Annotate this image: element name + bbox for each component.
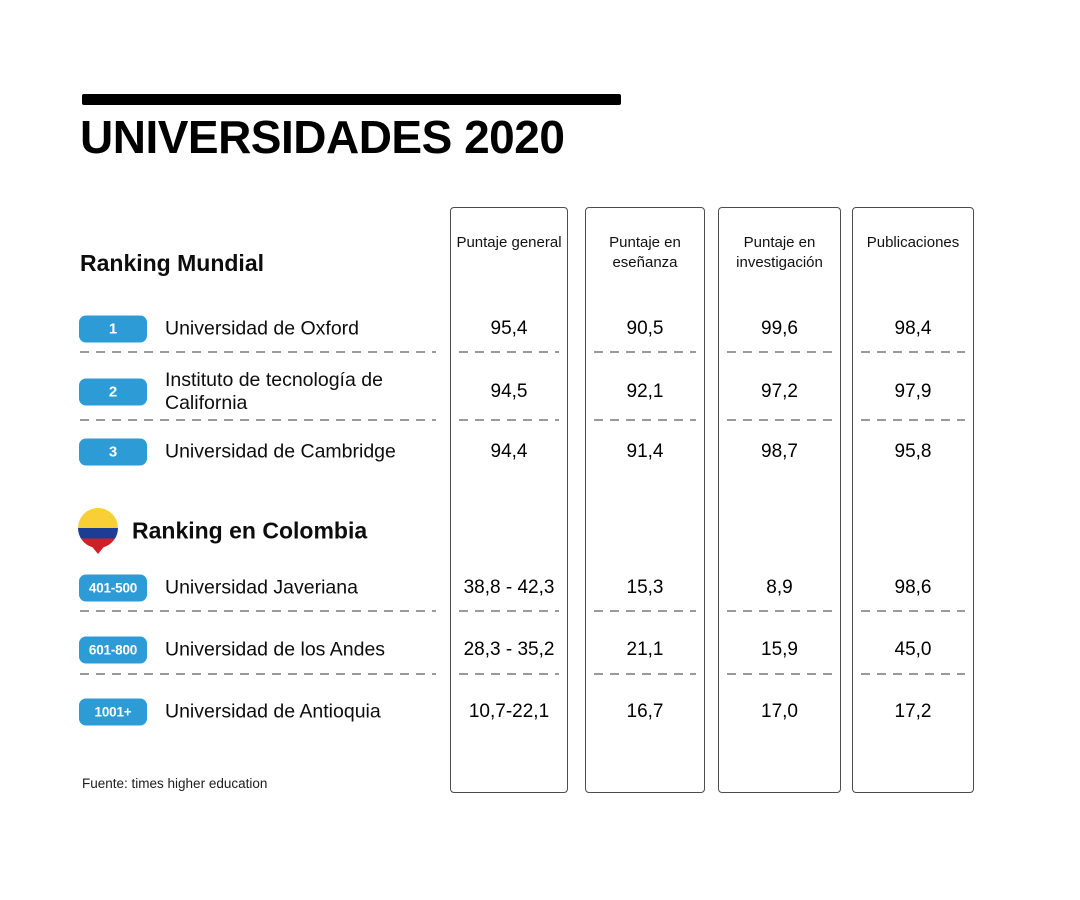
value-cell: 17,2 (894, 701, 932, 722)
source-note: Fuente: times higher education (82, 776, 268, 791)
row-separator (861, 419, 965, 421)
section-label-ranking-mundial: Ranking Mundial (80, 250, 264, 276)
value-cell: 99,6 (761, 318, 798, 339)
value-cell: 21,1 (626, 639, 664, 660)
table-row-javeriana: 401-500 Universidad Javeriana 38,8 - 42,… (0, 560, 1080, 616)
row-separator (594, 673, 696, 675)
column-box-puntaje-investigacion: Puntaje en investigación (718, 207, 841, 793)
university-name: Instituto de tecnología de California (165, 369, 383, 414)
university-name: Universidad de Antioquia (165, 700, 381, 723)
university-name: Universidad de Oxford (165, 317, 360, 340)
value-cell: 15,9 (761, 639, 798, 660)
row-separator (594, 351, 696, 353)
row-separator (80, 610, 436, 612)
page-title: UNIVERSIDADES 2020 (80, 111, 565, 163)
value-cell: 16,7 (626, 701, 664, 722)
row-separator (727, 351, 832, 353)
row-separator (80, 351, 436, 353)
value-cell: 98,6 (894, 577, 932, 598)
value-cell: 97,2 (761, 381, 798, 402)
column-box-puntaje-ensenanza: Puntaje en eseñanza (585, 207, 705, 793)
row-separator (459, 351, 559, 353)
value-cell: 98,4 (894, 318, 932, 339)
row-separator (861, 610, 965, 612)
column-header: Puntaje en investigación (736, 234, 823, 272)
colombia-flag-icon (78, 508, 118, 554)
column-box-publicaciones: Publicaciones (852, 207, 974, 793)
row-separator (459, 610, 559, 612)
row-separator (727, 673, 832, 675)
value-cell: 92,1 (626, 381, 664, 402)
value-cell: 94,5 (490, 381, 528, 402)
table-row-oxford: 1 Universidad de Oxford 95,4 90,5 99,6 9… (0, 301, 1080, 357)
row-separator (861, 351, 965, 353)
row-separator (594, 419, 696, 421)
rank-badge: 1 (79, 315, 147, 343)
value-cell: 98,7 (761, 441, 798, 462)
rank-badge: 3 (79, 438, 147, 466)
section-ranking-colombia: Ranking en Colombia (0, 503, 1080, 559)
column-box-puntaje-general: Puntaje general (450, 207, 568, 793)
rank-badge: 401-500 (79, 574, 147, 602)
value-cell: 38,8 - 42,3 (463, 577, 555, 598)
table-row-caltech: 2 Instituto de tecnología de California … (0, 364, 1080, 420)
row-separator (727, 419, 832, 421)
row-separator (727, 610, 832, 612)
section-label-ranking-colombia: Ranking en Colombia (132, 517, 368, 544)
rank-badge: 601-800 (79, 636, 147, 664)
rank-badge: 1001+ (79, 698, 147, 726)
column-header: Puntaje general (456, 234, 562, 251)
row-separator (459, 673, 559, 675)
row-separator (861, 673, 965, 675)
table-row-cambridge: 3 Universidad de Cambridge 94,4 91,4 98,… (0, 424, 1080, 480)
value-cell: 94,4 (490, 441, 528, 462)
row-separator (80, 419, 436, 421)
row-separator (459, 419, 559, 421)
university-name: Universidad Javeriana (165, 576, 358, 599)
value-cell: 95,8 (894, 441, 932, 462)
row-separator (594, 610, 696, 612)
value-cell: 91,4 (626, 441, 664, 462)
title-rule (82, 94, 621, 105)
value-cell: 95,4 (490, 318, 528, 339)
table-row-andes: 601-800 Universidad de los Andes 28,3 - … (0, 622, 1080, 678)
value-cell: 28,3 - 35,2 (463, 639, 555, 660)
value-cell: 10,7-22,1 (468, 701, 550, 722)
value-cell: 8,9 (766, 577, 793, 598)
row-separator (80, 673, 436, 675)
column-header: Puntaje en eseñanza (609, 234, 681, 272)
column-header: Publicaciones (866, 234, 960, 251)
value-cell: 17,0 (761, 701, 798, 722)
value-cell: 15,3 (626, 577, 664, 598)
university-name: Universidad de los Andes (165, 638, 386, 661)
university-name: Universidad de Cambridge (165, 440, 396, 463)
value-cell: 45,0 (894, 639, 932, 660)
value-cell: 97,9 (894, 381, 932, 402)
value-cell: 90,5 (626, 318, 664, 339)
table-row-antioquia: 1001+ Universidad de Antioquia 10,7-22,1… (0, 684, 1080, 740)
rank-badge: 2 (79, 378, 147, 406)
